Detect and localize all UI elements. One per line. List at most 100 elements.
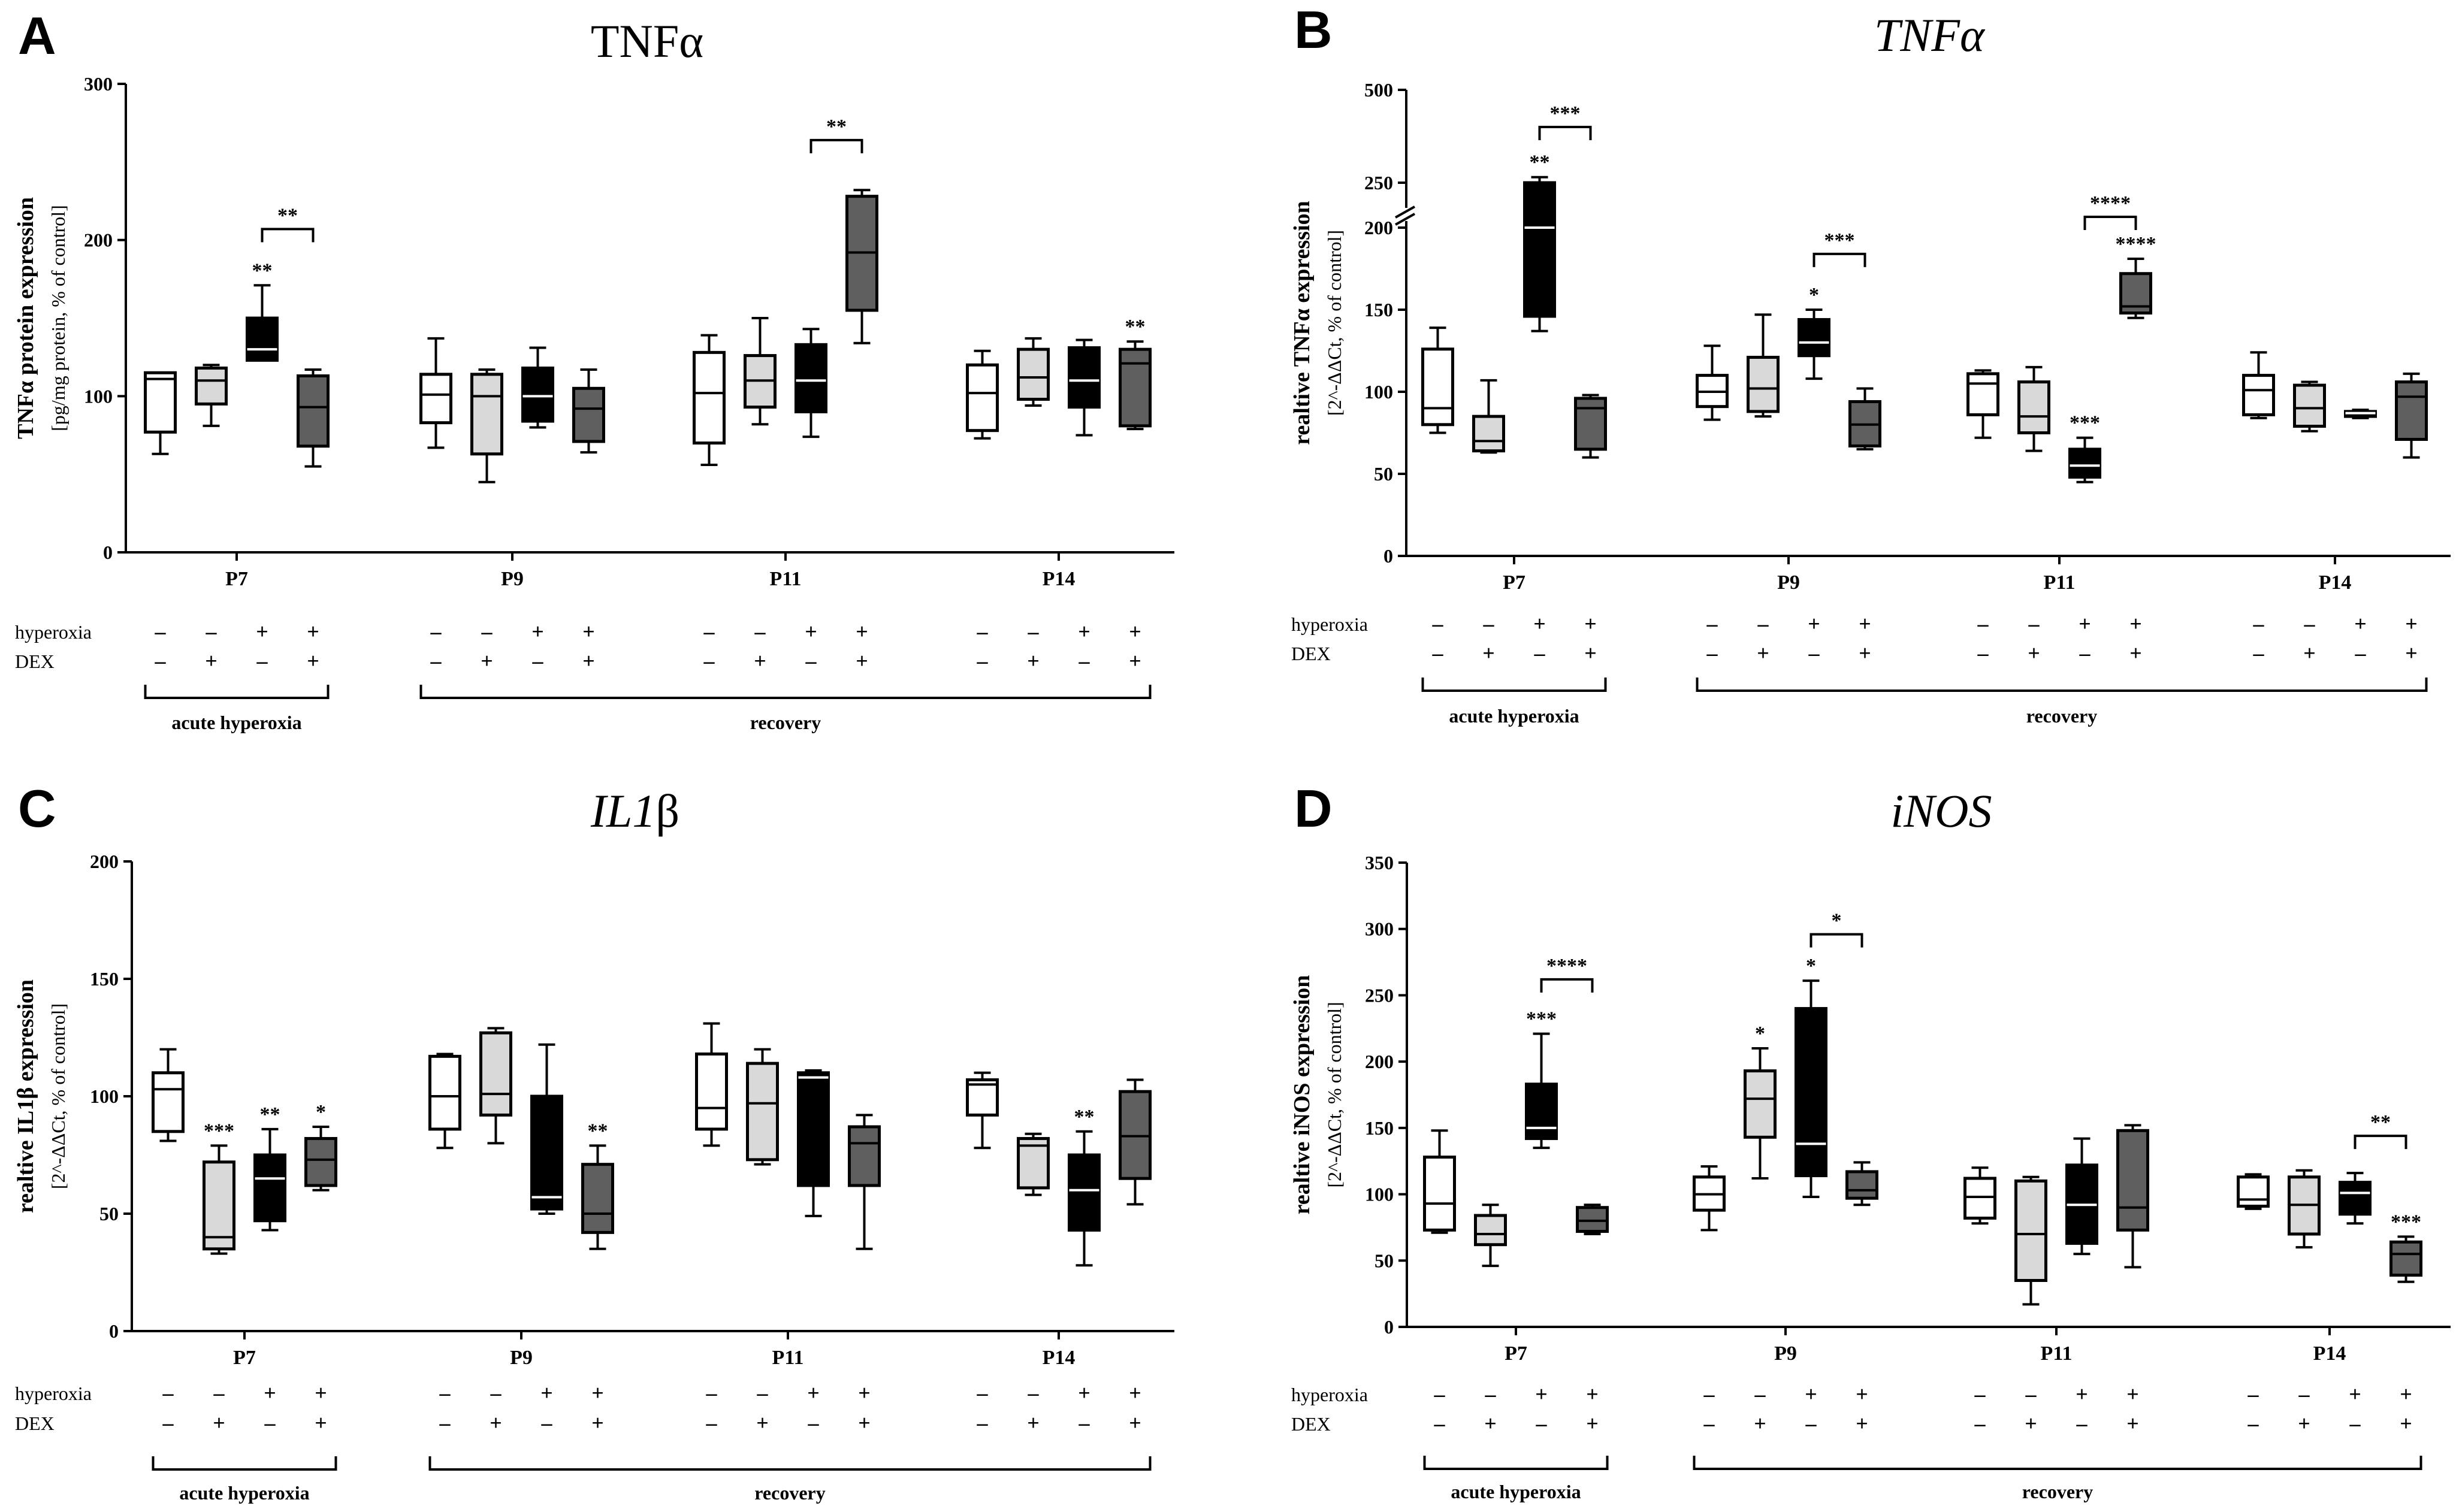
dex-sign: + <box>856 649 868 673</box>
box <box>1421 347 1454 427</box>
acute-bracket-label: acute hyperoxia <box>179 1482 309 1504</box>
x-tick-label: P14 <box>1043 1347 1076 1369</box>
hyperoxia-sign: + <box>1584 612 1597 636</box>
y-tick-label: 0 <box>1384 1316 1394 1338</box>
y-tick-label: 150 <box>1364 299 1393 320</box>
box <box>1747 355 1780 413</box>
significance-stars: *** <box>1526 1008 1557 1030</box>
significance-stars: *** <box>2070 412 2100 434</box>
dex-sign: + <box>591 1411 604 1435</box>
dex-sign: + <box>213 1411 225 1435</box>
box <box>2068 447 2101 479</box>
hyperoxia-sign: – <box>1028 1381 1040 1405</box>
hyperoxia-sign: – <box>1974 1382 1986 1406</box>
box <box>195 366 228 406</box>
y-axis-label: realtive IL1β expression <box>13 979 38 1213</box>
significance-stars: ** <box>1530 152 1550 174</box>
hyperoxia-sign: + <box>1078 619 1090 643</box>
x-tick-label: P7 <box>233 1347 256 1369</box>
box <box>297 374 330 448</box>
box <box>746 1062 779 1162</box>
significance-stars: *** <box>2391 1211 2421 1233</box>
dex-sign: + <box>756 1411 769 1435</box>
box <box>2242 374 2275 416</box>
dex-sign: + <box>205 649 217 673</box>
dex-sign: + <box>2405 641 2418 665</box>
hyperoxia-sign: + <box>858 1381 871 1405</box>
significance-stars: ** <box>588 1120 608 1142</box>
dex-sign: – <box>1808 641 1820 665</box>
x-tick-label: P9 <box>501 568 524 590</box>
hyperoxia-sign: + <box>1129 619 1141 643</box>
dex-sign: – <box>977 1411 989 1435</box>
y-tick-label: 100 <box>1365 1184 1394 1205</box>
panel-B: B TNFα realtive TNFα expression [2^-ΔΔCt, %… <box>1289 0 2451 727</box>
box <box>419 373 452 425</box>
box <box>693 350 726 445</box>
dex-sign: – <box>439 1411 451 1435</box>
dex-sign: – <box>1079 1411 1090 1435</box>
y-tick-label: 350 <box>1365 852 1394 873</box>
bracket-stars: **** <box>2090 192 2131 214</box>
dex-sign: – <box>264 1411 276 1435</box>
box <box>428 1054 461 1131</box>
hyperoxia-sign: + <box>2126 1382 2139 1406</box>
y-axis-sublabel: [2^-ΔΔCt, % of control] <box>1324 230 1345 416</box>
dex-sign: – <box>1805 1411 1817 1435</box>
y-tick-label: 250 <box>1364 172 1393 193</box>
panel-letter: C <box>18 779 56 838</box>
hyperoxia-sign: + <box>591 1381 604 1405</box>
box <box>1472 415 1505 453</box>
box <box>144 371 177 434</box>
hyperoxia-sign: + <box>2129 612 2142 636</box>
hyperoxia-sign: + <box>1129 1381 1141 1405</box>
hyperoxia-sign: + <box>807 1381 820 1405</box>
box <box>304 1137 337 1187</box>
hyperoxia-sign: – <box>1706 612 1718 636</box>
box <box>572 386 605 443</box>
dex-sign: – <box>162 1411 174 1435</box>
dex-sign: + <box>754 649 766 673</box>
hyperoxia-sign: – <box>1028 619 1040 643</box>
significance-stars: * <box>1809 284 1819 306</box>
hyperoxia-sign: – <box>1434 1382 1446 1406</box>
acute-bracket <box>1423 1456 1609 1470</box>
dex-row-label: DEX <box>15 651 55 672</box>
hyperoxia-sign: + <box>264 1381 276 1405</box>
hyperoxia-sign: + <box>1586 1382 1599 1406</box>
dex-sign: – <box>703 649 715 673</box>
hyperoxia-sign: – <box>754 619 766 643</box>
chart-title: iNOS <box>1890 785 1992 837</box>
x-tick-label: P14 <box>1043 568 1076 590</box>
significance-stars: * <box>1806 955 1816 977</box>
hyperoxia-sign: – <box>703 619 715 643</box>
hyperoxia-sign: – <box>481 619 493 643</box>
hyperoxia-row-label: hyperoxia <box>15 621 92 643</box>
dex-sign: – <box>808 1411 820 1435</box>
y-axis-sublabel: [2^-ΔΔCt, % of control] <box>1324 1002 1345 1187</box>
box <box>1068 1153 1101 1232</box>
significance-stars: * <box>1755 1023 1765 1045</box>
y-tick-label: 100 <box>84 385 113 407</box>
recovery-bracket-label: recovery <box>2022 1481 2093 1502</box>
dex-sign: + <box>1129 649 1141 673</box>
comparison-bracket <box>261 228 315 243</box>
box <box>152 1071 185 1133</box>
hyperoxia-sign: – <box>2028 612 2040 636</box>
dex-sign: – <box>1977 641 1989 665</box>
dex-sign: + <box>2028 641 2040 665</box>
dex-sign: – <box>977 649 989 673</box>
box <box>1576 1206 1609 1233</box>
dex-sign: + <box>490 1411 502 1435</box>
dex-row-label: DEX <box>1291 1413 1331 1435</box>
x-tick-label: P7 <box>1503 571 1525 594</box>
box <box>1798 317 1830 358</box>
x-tick-label: P11 <box>2041 1342 2073 1365</box>
box <box>203 1160 235 1251</box>
dex-sign: + <box>481 649 493 673</box>
hyperoxia-sign: + <box>2400 1382 2412 1406</box>
dex-sign: – <box>430 649 442 673</box>
dex-sign: + <box>858 1411 871 1435</box>
dex-sign: – <box>1974 1411 1986 1435</box>
